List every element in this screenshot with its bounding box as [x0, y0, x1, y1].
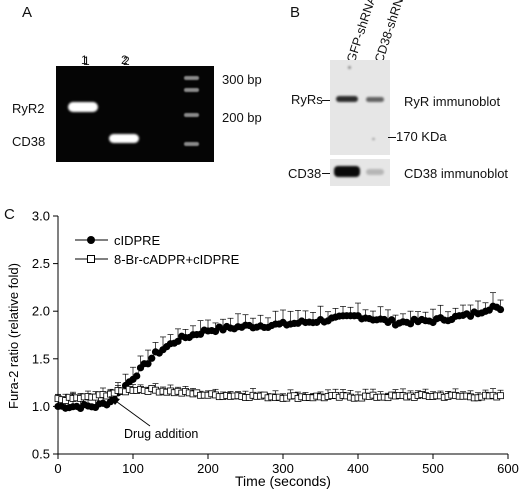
ryr-band-cd38	[366, 97, 384, 102]
cd38-tick	[322, 173, 330, 174]
drug-addition-label: Drug addition	[124, 427, 198, 441]
lane-1-label: 1	[83, 54, 90, 68]
x-tick-label: 100	[122, 461, 144, 476]
drug-addition-annotation: Drug addition	[109, 396, 198, 441]
chart-legend: cIDPRE 8-Br-cADPR+cIDPRE	[75, 233, 240, 267]
y-tick-label: 1.0	[32, 399, 50, 414]
agarose-gel-image: 1 2	[56, 54, 214, 162]
y-tick-label: 1.5	[32, 351, 50, 366]
ryrs-label: RyRs	[291, 92, 323, 107]
ladder-band	[184, 76, 199, 80]
panel-a-letter: A	[22, 4, 33, 21]
data-point-cidpre	[148, 354, 156, 362]
data-point-8br-cadpr	[497, 392, 504, 400]
legend-marker-cidpre	[87, 236, 95, 244]
y-axis-title: Fura-2 ratio (relative fold)	[6, 263, 21, 409]
cd38-band-knockdown	[366, 169, 384, 175]
lane-2-number: 2	[121, 53, 128, 67]
column-label-cd38-shrna: CD38-shRNA	[372, 0, 409, 65]
x-tick-label: 400	[347, 461, 369, 476]
panel-c-letter: C	[4, 206, 15, 223]
ryr-band-gfp	[336, 96, 358, 102]
ladder-band	[184, 113, 199, 117]
ryr2-band	[68, 102, 98, 112]
lane-1-number: 1	[81, 53, 88, 67]
cd38-immunoblot-image	[330, 159, 390, 186]
ryr2-label: RyR2	[12, 101, 45, 116]
data-point-cidpre	[133, 372, 141, 380]
ladder-band	[184, 142, 199, 146]
annotation-arrow	[112, 398, 151, 427]
marker-300bp: 300 bp	[222, 72, 262, 87]
chart-series	[54, 292, 505, 413]
ladder-band	[184, 88, 199, 92]
x-tick-label: 600	[497, 461, 519, 476]
data-point-cidpre	[174, 337, 182, 345]
fura2-ratio-chart: 0 100 200 300 400 500 600 0.5 1.0 1.5 2.0 2.5 3.0 cI…	[6, 209, 519, 490]
cd38-band-gfp	[334, 166, 360, 177]
y-tick-label: 3.0	[32, 209, 50, 224]
chart-axes: 0 100 200 300 400 500 600 0.5 1.0 1.5 2.0 2.5 3.0	[32, 209, 519, 477]
kda-tick	[388, 137, 396, 138]
cd38-band	[109, 134, 139, 143]
y-tick-label: 0.5	[32, 447, 50, 462]
arrow-head	[109, 396, 120, 405]
lane-2-label: 2	[123, 54, 130, 68]
legend-label-8br: 8-Br-cADPR+cIDPRE	[114, 252, 240, 267]
speck	[372, 138, 375, 140]
speck	[348, 66, 351, 69]
x-tick-label: 300	[272, 461, 294, 476]
legend-label-cidpre: cIDPRE	[114, 233, 161, 248]
cd38-label-gel: CD38	[12, 134, 46, 149]
x-axis-title: Time (seconds)	[235, 473, 331, 489]
ryrs-tick	[322, 100, 330, 101]
x-tick-label: 500	[422, 461, 444, 476]
x-tick-label: 0	[54, 461, 61, 476]
data-point-cidpre	[496, 305, 505, 314]
cd38-immunoblot-label: CD38 immunoblot	[404, 166, 509, 181]
ryr-immunoblot-image	[330, 60, 390, 155]
panel-b-letter: B	[290, 4, 301, 21]
y-tick-label: 2.5	[32, 256, 50, 271]
legend-marker-8br	[87, 255, 95, 263]
data-point-cidpre	[144, 360, 152, 368]
ryr-immunoblot-label: RyR immunoblot	[404, 94, 501, 109]
marker-200bp: 200 bp	[222, 110, 262, 125]
cd38-label-blot: CD38	[288, 166, 322, 181]
data-point-cidpre	[388, 316, 396, 324]
y-tick-label: 2.0	[32, 304, 50, 319]
kda-label: 170 KDa	[396, 129, 447, 144]
x-tick-label: 200	[197, 461, 219, 476]
